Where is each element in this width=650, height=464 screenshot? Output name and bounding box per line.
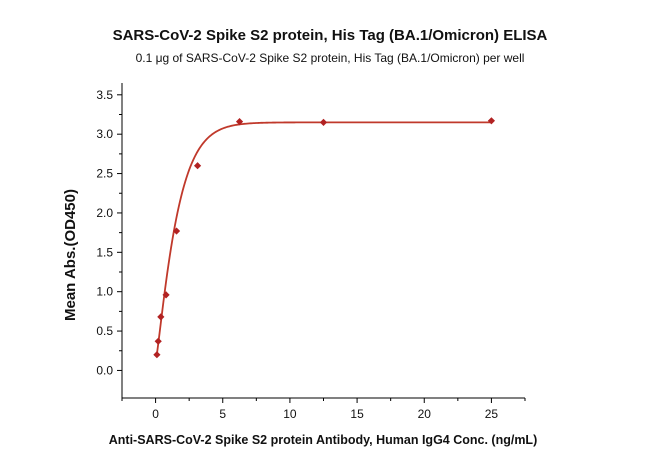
x-tick-label: 10 xyxy=(283,407,297,421)
x-tick-label: 25 xyxy=(485,407,499,421)
y-tick-label: 0.5 xyxy=(96,324,113,338)
y-tick-label: 0.0 xyxy=(96,363,113,377)
y-tick-label: 1.0 xyxy=(96,285,113,299)
fit-curve xyxy=(156,121,492,355)
y-tick-label: 2.0 xyxy=(96,206,113,220)
y-tick-label: 3.5 xyxy=(96,88,113,102)
data-point xyxy=(319,118,328,126)
chart-title: SARS-CoV-2 Spike S2 protein, His Tag (BA… xyxy=(113,27,548,44)
data-point xyxy=(487,117,496,125)
y-tick-label: 3.0 xyxy=(96,127,113,141)
chart-subtitle: 0.1 μg of SARS-CoV-2 Spike S2 protein, H… xyxy=(136,51,525,65)
y-tick-label: 1.5 xyxy=(96,245,113,259)
y-tick-label: 2.5 xyxy=(96,167,113,181)
data-points xyxy=(153,117,496,359)
data-point xyxy=(235,117,244,126)
data-point xyxy=(193,162,202,170)
data-point xyxy=(162,291,170,299)
x-tick-label: 15 xyxy=(350,407,364,421)
data-point xyxy=(153,351,161,359)
x-axis-ticks: 0 5 10 15 20 25 xyxy=(121,398,526,421)
data-point xyxy=(157,313,165,321)
x-tick-label: 5 xyxy=(219,407,226,421)
y-axis-label: Mean Abs.(OD450) xyxy=(62,189,79,321)
data-point xyxy=(154,337,162,345)
x-tick-label: 0 xyxy=(152,407,159,421)
data-point xyxy=(172,227,181,235)
x-axis-label: Anti-SARS-CoV-2 Spike S2 protein Antibod… xyxy=(109,433,538,447)
x-tick-label: 20 xyxy=(418,407,432,421)
y-axis-ticks: 0.0 0.5 1.0 1.5 2.0 2.5 3.0 3.5 xyxy=(96,88,122,377)
